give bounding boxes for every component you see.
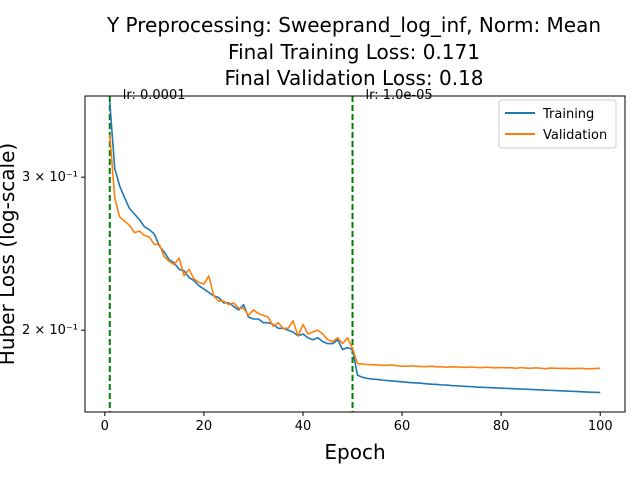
title-line-2: Final Training Loss: 0.171 bbox=[228, 40, 480, 64]
x-tick-label: 60 bbox=[394, 419, 411, 434]
series-line-training bbox=[108, 102, 601, 394]
x-axis-label: Epoch bbox=[324, 440, 385, 464]
x-tick-label: 20 bbox=[196, 419, 213, 434]
y-tick-label: 3 × 10⁻¹ bbox=[22, 170, 78, 185]
plot-frame bbox=[84, 95, 626, 413]
legend: Training Validation bbox=[498, 99, 617, 149]
y-axis-ticks: 2 × 10⁻¹ 3 × 10⁻¹ bbox=[22, 170, 85, 338]
y-axis-label: Huber Loss (log-scale) bbox=[0, 143, 19, 365]
x-tick-label: 100 bbox=[588, 419, 613, 434]
x-tick-label: 40 bbox=[295, 419, 312, 434]
chart-title: Y Preprocessing: Sweeprand_log_inf, Norm… bbox=[106, 13, 601, 90]
y-tick-label: 2 × 10⁻¹ bbox=[22, 323, 78, 338]
series-line-validation bbox=[108, 134, 601, 370]
x-tick-label: 0 bbox=[101, 419, 109, 434]
x-axis-ticks: 0 20 40 60 80 100 bbox=[101, 412, 613, 434]
legend-label-validation: Validation bbox=[543, 128, 607, 143]
title-line-3: Final Validation Loss: 0.18 bbox=[224, 66, 483, 90]
title-line-1: Y Preprocessing: Sweeprand_log_inf, Norm… bbox=[106, 13, 601, 37]
legend-label-training: Training bbox=[542, 107, 594, 122]
x-tick-label: 80 bbox=[493, 419, 510, 434]
